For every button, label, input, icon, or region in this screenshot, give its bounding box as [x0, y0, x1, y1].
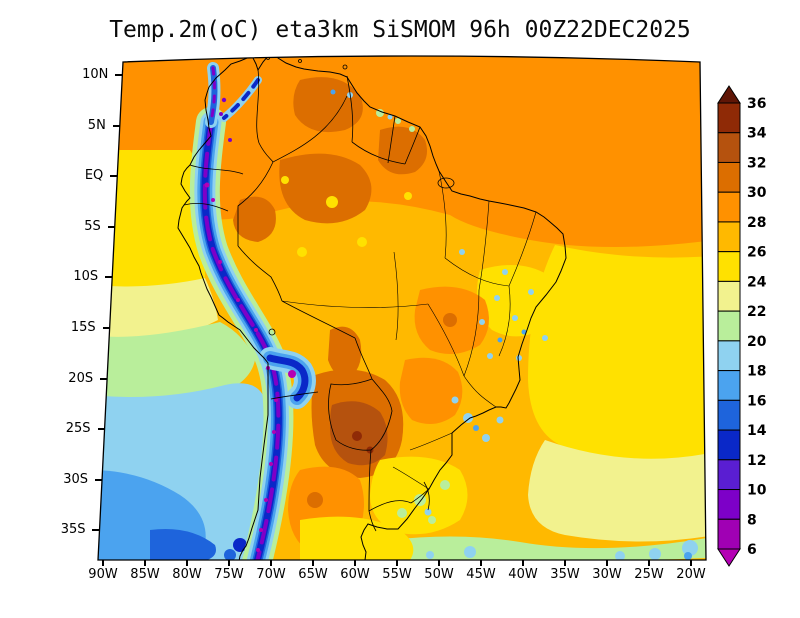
lon-tick-label: 45W [466, 567, 496, 582]
colorbar-tick-label: 32 [747, 155, 766, 171]
colorbar-arrow-bottom [717, 548, 741, 567]
lon-tick-label: 90W [88, 567, 118, 582]
colorbar-tick-label: 12 [747, 453, 766, 469]
colorbar-tick-label: 36 [747, 96, 766, 112]
map-frame [97, 55, 707, 561]
lon-tick-label: 55W [382, 567, 412, 582]
lon-tick [606, 560, 608, 566]
colorbar-segment [717, 489, 741, 520]
colorbar-tick-label: 14 [747, 423, 767, 439]
lon-tick [186, 560, 188, 566]
colorbar-segment [717, 310, 741, 342]
colorbar-tick-label: 20 [747, 334, 767, 350]
lat-tick [112, 124, 120, 127]
colorbar-segment [717, 102, 741, 134]
lon-tick-label: 20W [676, 567, 706, 582]
colorbar-segment [717, 459, 741, 491]
lat-tick-label: 10N [82, 67, 109, 82]
lat-tick [110, 175, 118, 178]
coastline [177, 56, 567, 560]
lon-tick [480, 560, 482, 566]
colorbar-arrow-top [717, 85, 741, 104]
colorbar-tick-label: 10 [747, 483, 767, 499]
colorbar-segment [717, 132, 741, 163]
colorbar-tick-label: 28 [747, 215, 766, 231]
lat-tick [107, 225, 115, 228]
lon-tick [564, 560, 566, 566]
colorbar-tick-label: 18 [747, 364, 766, 380]
lon-tick [438, 560, 440, 566]
lat-tick-label: EQ [84, 168, 104, 184]
colorbar-segment [717, 251, 741, 282]
colorbar-segment [717, 161, 741, 193]
lon-tick-label: 80W [172, 567, 202, 582]
colorbar-segment [717, 340, 741, 372]
lon-tick [354, 560, 356, 566]
colorbar-tick-label: 30 [747, 185, 767, 201]
lat-tick [92, 529, 100, 532]
lat-tick [102, 327, 110, 329]
coastlines-and-borders [102, 56, 567, 560]
lat-tick-label: 20S [68, 370, 94, 386]
plot-title: Temp.2m(oC) eta3km SiSMOM 96h 00Z22DEC20… [109, 17, 691, 43]
colorbar-segment [717, 370, 741, 401]
lon-tick-label: 25W [634, 567, 664, 582]
lat-tick [115, 74, 123, 76]
lat-tick-label: 25S [65, 421, 91, 437]
lat-tick [100, 377, 108, 380]
lon-tick-label: 40W [508, 567, 538, 582]
temperature-field [98, 56, 706, 560]
lon-tick-label: 70W [256, 567, 286, 582]
colorbar-segment [717, 429, 741, 461]
lon-tick-label: 85W [130, 567, 160, 582]
lon-tick [690, 560, 692, 566]
lon-tick-label: 65W [298, 567, 328, 582]
colorbar-tick-label: 22 [747, 304, 766, 320]
colorbar-tick-label: 26 [747, 245, 766, 261]
colorbar-segment [717, 399, 741, 431]
colorbar-tick-label: 24 [747, 274, 767, 290]
lon-tick [648, 560, 650, 566]
country-borders [183, 68, 430, 532]
colorbar-tick-label: 34 [747, 126, 767, 142]
lon-tick-label: 75W [214, 567, 244, 582]
colorbar-segment [717, 221, 741, 253]
lat-tick-label: 35S [60, 522, 86, 538]
lat-tick-label: 10S [73, 269, 99, 285]
lon-tick-label: 50W [424, 567, 454, 582]
colorbar-segment [717, 191, 741, 223]
colorbar-segment [717, 280, 741, 312]
state-borders [281, 170, 537, 490]
lon-tick [228, 560, 230, 566]
lon-tick [396, 560, 398, 566]
lon-tick [102, 560, 104, 566]
colorbar-tick-label: 8 [747, 512, 757, 528]
lat-tick-label: 5N [87, 117, 106, 133]
colorbar-tick-label: 16 [747, 393, 766, 409]
lat-tick-label: 30S [63, 471, 89, 487]
lat-tick [105, 276, 113, 279]
lat-tick [95, 478, 103, 481]
lat-tick-label: 15S [70, 320, 96, 335]
lon-tick-label: 35W [550, 567, 580, 582]
lon-tick-label: 60W [340, 567, 370, 582]
colorbar-segment [717, 518, 741, 550]
lat-tick-label: 5S [84, 218, 101, 234]
lon-tick [312, 560, 314, 566]
lon-tick [522, 560, 524, 566]
lon-tick [270, 560, 272, 566]
colorbar-tick-label: 6 [747, 542, 757, 558]
lon-tick [144, 560, 146, 566]
lat-tick [97, 428, 105, 431]
lon-tick-label: 30W [592, 567, 622, 582]
